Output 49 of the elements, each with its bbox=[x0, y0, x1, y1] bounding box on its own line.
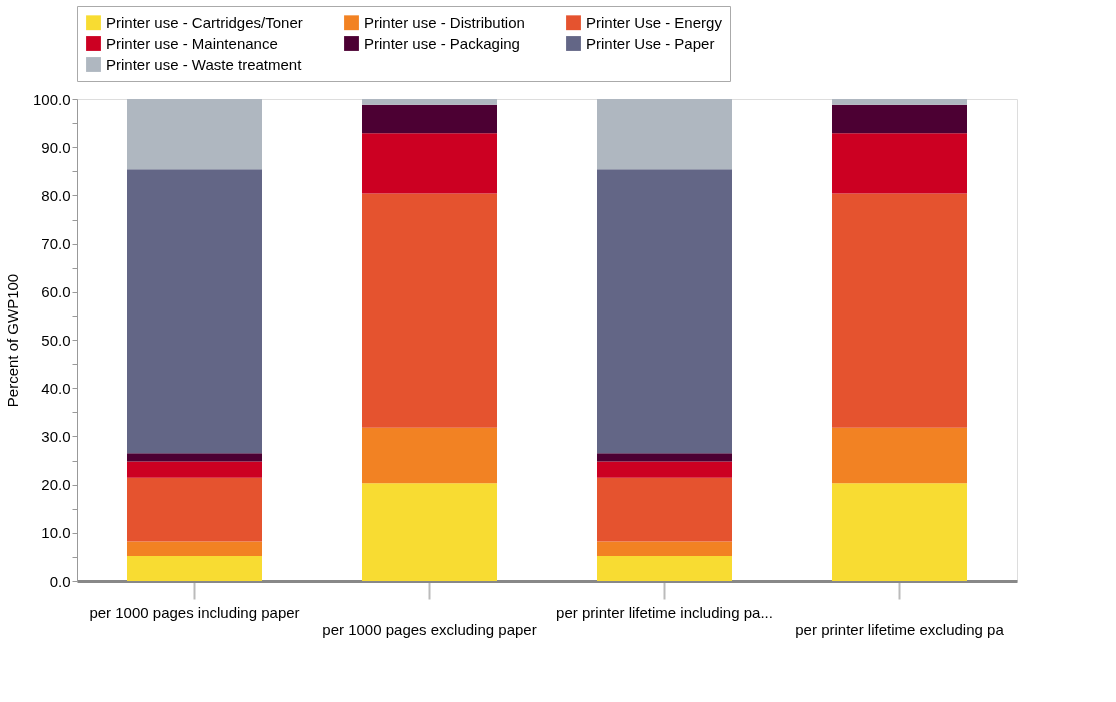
bar bbox=[362, 483, 497, 581]
bar bbox=[597, 555, 732, 581]
y-tick-label: 60.0 bbox=[41, 283, 71, 301]
bar bbox=[127, 453, 262, 462]
bar bbox=[127, 169, 262, 454]
bar bbox=[127, 541, 262, 556]
bar bbox=[362, 99, 497, 105]
y-tick-label: 10.0 bbox=[41, 524, 71, 542]
bar bbox=[832, 99, 967, 105]
y-tick-label: 0.0 bbox=[49, 572, 71, 590]
legend-label: Printer use - Distribution bbox=[364, 13, 525, 31]
legend-label: Printer use - Maintenance bbox=[106, 34, 278, 52]
legend-label: Printer Use - Paper bbox=[586, 34, 715, 52]
bar bbox=[832, 427, 967, 484]
legend-label: Printer use - Cartridges/Toner bbox=[106, 13, 303, 31]
bar bbox=[832, 193, 967, 428]
bar bbox=[362, 104, 497, 134]
bar bbox=[127, 461, 262, 478]
bar bbox=[362, 427, 497, 484]
bar bbox=[597, 541, 732, 556]
x-tick-label: per printer lifetime excluding pa bbox=[795, 620, 1005, 638]
y-tick-label: 80.0 bbox=[41, 186, 71, 204]
y-tick-label: 100.0 bbox=[32, 90, 71, 108]
y-tick-label: 70.0 bbox=[41, 235, 71, 253]
bar bbox=[597, 461, 732, 478]
bar bbox=[832, 483, 967, 581]
y-tick-label: 20.0 bbox=[41, 476, 71, 494]
bar bbox=[362, 133, 497, 194]
bar bbox=[127, 477, 262, 542]
bar bbox=[597, 453, 732, 462]
bar bbox=[832, 104, 967, 134]
x-tick-label: per 1000 pages including paper bbox=[89, 603, 300, 621]
legend-label: Printer use - Waste treatment bbox=[106, 55, 303, 73]
bar bbox=[597, 169, 732, 454]
bar bbox=[597, 99, 732, 170]
bar bbox=[832, 133, 967, 194]
x-tick-label: per 1000 pages excluding paper bbox=[322, 620, 537, 638]
y-tick-label: 30.0 bbox=[41, 427, 71, 445]
y-tick-label: 90.0 bbox=[41, 138, 71, 156]
bar bbox=[362, 193, 497, 428]
bar bbox=[597, 477, 732, 542]
legend-label: Printer Use - Energy bbox=[586, 13, 723, 31]
bar bbox=[127, 99, 262, 170]
legend-label: Printer use - Packaging bbox=[364, 34, 520, 52]
y-tick-label: 40.0 bbox=[41, 379, 71, 397]
y-tick-label: 50.0 bbox=[41, 331, 71, 349]
y-axis-title: Percent of GWP100 bbox=[3, 273, 21, 408]
bar bbox=[127, 555, 262, 581]
x-tick-label: per printer lifetime including pa... bbox=[556, 603, 773, 621]
